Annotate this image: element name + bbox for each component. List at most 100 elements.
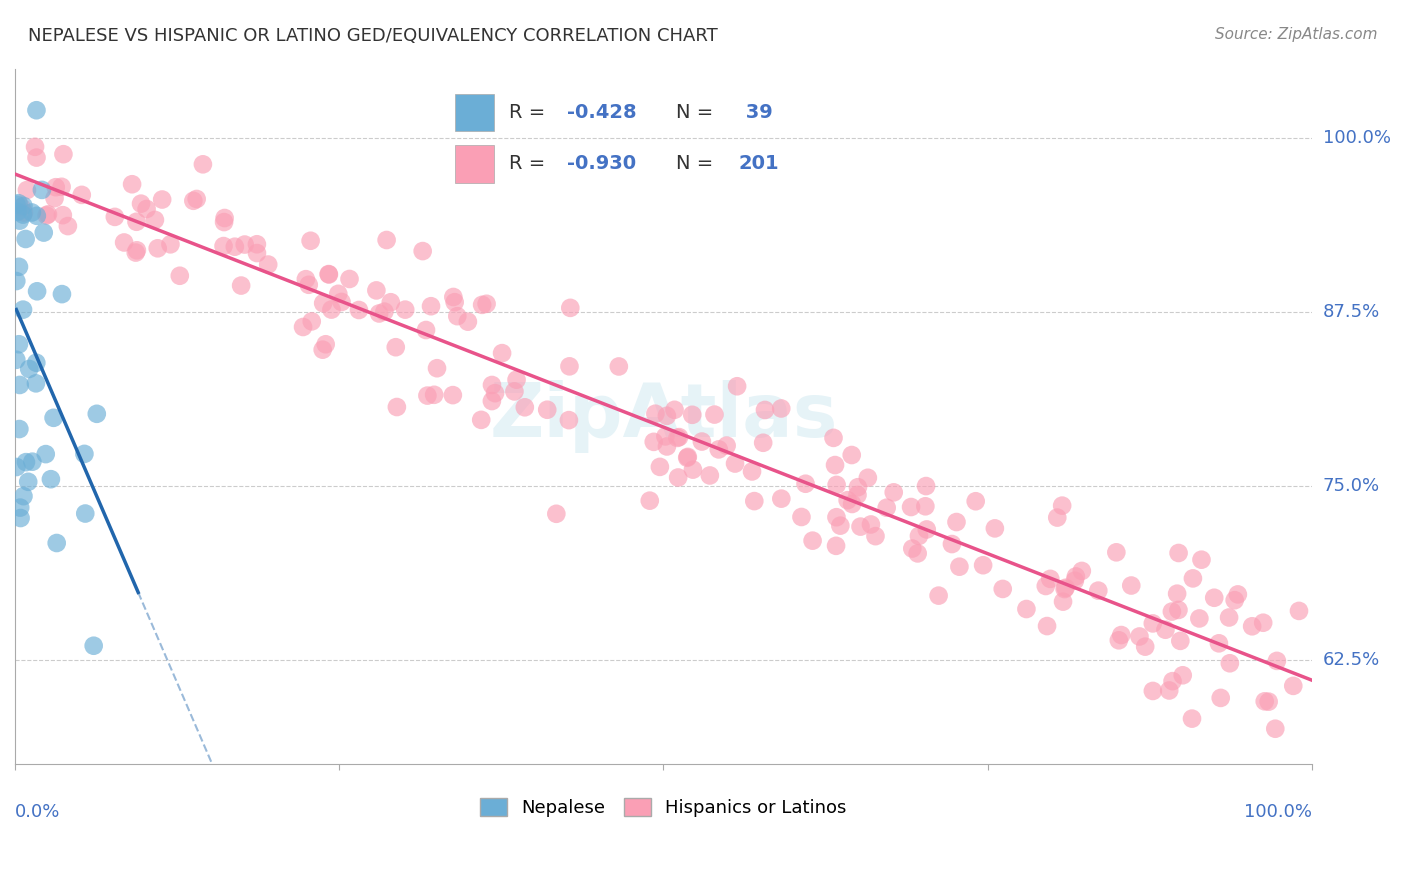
Point [1226, 587, 1249, 601]
Point [1167, 603, 1189, 617]
Point [1070, 564, 1092, 578]
Point [1087, 583, 1109, 598]
Point [86, 407, 108, 421]
Point [75, 507, 97, 521]
Point [135, 202, 157, 216]
Point [150, 193, 173, 207]
Point [32, 226, 55, 240]
Point [7, 337, 30, 351]
Point [1052, 594, 1074, 608]
Point [1015, 602, 1038, 616]
Point [1154, 623, 1177, 637]
Point [1181, 712, 1204, 726]
Point [10, 511, 32, 525]
Point [915, 523, 938, 537]
Point [186, 192, 208, 206]
Point [212, 215, 235, 229]
Point [301, 314, 323, 328]
Point [690, 434, 713, 449]
Point [825, 510, 848, 524]
Point [470, 413, 492, 427]
Point [1265, 654, 1288, 668]
Point [385, 400, 408, 414]
Point [1036, 619, 1059, 633]
Text: 0.0%: 0.0% [15, 803, 60, 821]
Point [794, 476, 817, 491]
Point [1063, 574, 1085, 588]
Point [1039, 572, 1062, 586]
Point [292, 320, 315, 334]
Point [8, 422, 31, 436]
Point [112, 235, 135, 250]
Point [295, 272, 318, 286]
Point [13, 489, 35, 503]
Point [770, 491, 793, 506]
Point [125, 215, 148, 229]
Point [8, 500, 31, 515]
Point [35, 209, 58, 223]
Point [315, 337, 337, 351]
Point [416, 388, 439, 402]
Point [984, 521, 1007, 535]
Point [1218, 610, 1240, 624]
Point [841, 448, 863, 462]
Point [56, 219, 79, 233]
Point [823, 431, 845, 445]
Point [655, 440, 678, 454]
Point [312, 296, 335, 310]
Point [928, 589, 950, 603]
Point [846, 480, 869, 494]
Point [907, 546, 929, 560]
Point [42, 410, 65, 425]
Point [25, 151, 48, 165]
Point [699, 468, 721, 483]
Point [339, 272, 361, 286]
Point [856, 471, 879, 485]
Point [423, 388, 446, 402]
Point [1282, 679, 1305, 693]
Point [143, 213, 166, 227]
Point [725, 379, 748, 393]
Point [37, 207, 59, 221]
Point [11, 208, 34, 222]
Point [900, 500, 922, 514]
Point [703, 408, 725, 422]
Point [11, 302, 34, 317]
Point [558, 413, 581, 427]
Point [441, 388, 464, 402]
Text: 100.0%: 100.0% [1244, 803, 1312, 821]
Point [159, 237, 181, 252]
Point [415, 323, 437, 337]
Point [638, 493, 661, 508]
Point [1204, 591, 1226, 605]
Point [536, 402, 558, 417]
Point [224, 240, 246, 254]
Point [366, 284, 388, 298]
Point [6, 197, 28, 211]
Point [384, 340, 406, 354]
Point [420, 299, 443, 313]
Point [607, 359, 630, 374]
Point [471, 298, 494, 312]
Point [125, 244, 148, 258]
Point [643, 434, 665, 449]
Point [824, 458, 846, 472]
Point [1046, 510, 1069, 524]
Point [752, 435, 775, 450]
Point [1128, 630, 1150, 644]
Point [505, 373, 527, 387]
Point [25, 376, 48, 391]
Point [915, 479, 938, 493]
Point [682, 462, 704, 476]
Point [24, 140, 46, 154]
Point [52, 147, 75, 161]
Point [503, 384, 526, 399]
Point [1209, 690, 1232, 705]
Point [972, 558, 994, 573]
Point [25, 103, 48, 118]
Point [666, 470, 689, 484]
Point [45, 180, 67, 194]
Point [558, 359, 581, 374]
Point [1064, 569, 1087, 583]
Point [6, 274, 28, 288]
